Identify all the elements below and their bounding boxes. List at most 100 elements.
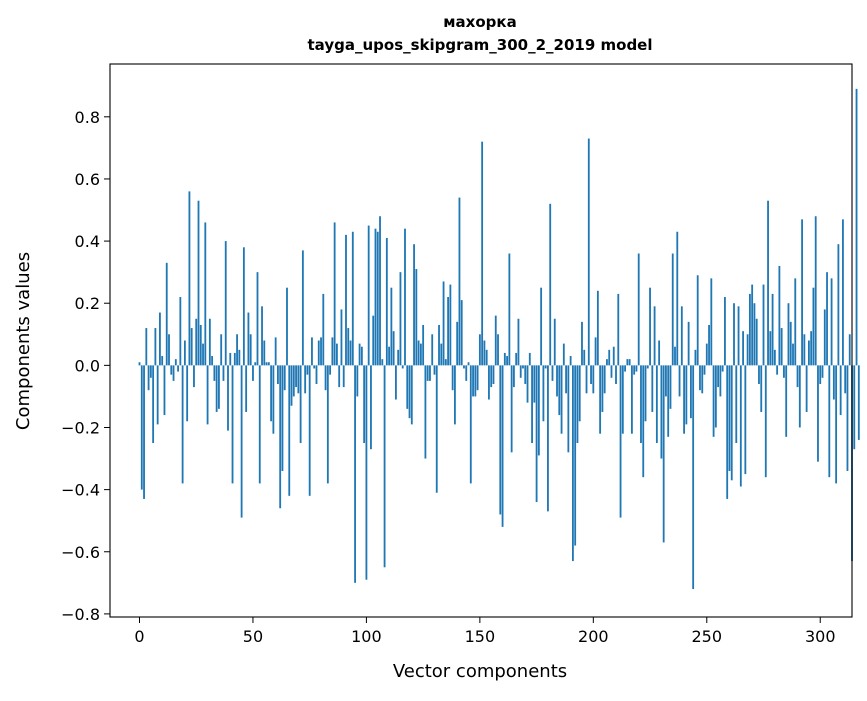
bar-231 [662,365,665,543]
bar-279 [771,293,774,366]
bar-189 [567,365,570,453]
bar-98 [360,346,363,366]
bar-301 [821,365,824,378]
y-tick-label: −0.4 [61,481,100,500]
bar-34 [215,365,218,412]
bar-170 [524,365,527,384]
bar-180 [547,365,549,512]
bar-208 [610,365,613,378]
x-axis-label: Vector components [393,661,567,682]
bar-115 [399,272,402,366]
bar-15 [172,365,175,381]
bar-313 [848,334,851,366]
bar-304 [828,365,831,478]
bar-237 [676,231,679,366]
bar-121 [413,244,415,366]
bar-169 [522,365,524,369]
bar-172 [528,352,531,366]
bar-263 [735,365,738,444]
bar-205 [603,365,606,394]
bar-32 [211,356,214,366]
bar-62 [279,365,282,509]
bar-7 [154,328,157,366]
bar-268 [746,334,749,366]
bar-297 [812,287,815,366]
bar-64 [283,365,286,391]
bar-111 [390,287,393,366]
bar-89 [340,309,343,366]
bar-199 [590,365,592,384]
bar-210 [615,365,617,384]
bar-167 [517,318,520,366]
bar-33 [213,365,216,381]
bar-234 [669,365,672,409]
bar-24 [193,365,195,388]
bar-82 [324,365,327,391]
bar-218 [633,365,636,375]
bar-157 [494,315,497,366]
bar-70 [297,365,300,394]
bar-4 [147,365,150,391]
bar-256 [719,365,722,397]
bar-262 [733,303,735,366]
bar-134 [442,281,445,366]
y-tick-label: 0.4 [75,232,100,251]
bar-99 [363,365,366,444]
bar-259 [726,365,729,499]
bar-60 [274,337,277,366]
bar-141 [458,197,461,366]
bar-278 [769,331,772,366]
x-tick-label: 200 [578,627,609,646]
bar-221 [640,365,642,444]
bar-151 [481,141,484,366]
x-tick-label: 300 [805,627,836,646]
bar-202 [596,290,599,366]
x-tick-label: 100 [351,627,382,646]
plot-frame [109,63,853,618]
bar-286 [787,303,790,366]
bar-69 [295,365,297,388]
bar-84 [329,365,332,375]
bar-66 [288,365,291,496]
bar-193 [576,365,579,444]
bar-264 [737,306,740,366]
bar-308 [837,244,840,366]
bar-275 [762,284,765,366]
bar-226 [651,365,654,412]
bar-25 [195,318,198,366]
bar-248 [701,365,704,394]
bar-38 [224,241,227,366]
bar-44 [238,349,241,366]
bar-163 [508,253,511,366]
bar-27 [199,324,202,366]
bar-81 [322,293,325,366]
bar-104 [374,228,377,366]
bar-49 [249,334,252,366]
bar-144 [465,365,468,381]
bar-315 [853,365,856,450]
bar-211 [617,293,620,366]
bar-102 [370,365,372,450]
bar-14 [170,365,173,375]
bar-178 [542,365,545,422]
bar-39 [227,365,229,431]
bar-147 [472,365,474,397]
bar-131 [435,365,438,493]
bar-1 [140,365,143,490]
bar-173 [531,365,533,444]
bar-50 [252,365,254,381]
bar-245 [694,349,697,366]
bar-95 [354,365,356,583]
bar-224 [646,365,649,369]
bar-294 [805,365,808,412]
bar-85 [331,337,334,366]
bar-16 [174,359,177,366]
bar-130 [433,365,436,375]
bar-94 [351,231,354,366]
bar-209 [612,346,615,366]
bar-282 [778,265,781,366]
bar-276 [764,365,767,478]
bar-13 [168,334,170,366]
bar-247 [699,365,701,391]
